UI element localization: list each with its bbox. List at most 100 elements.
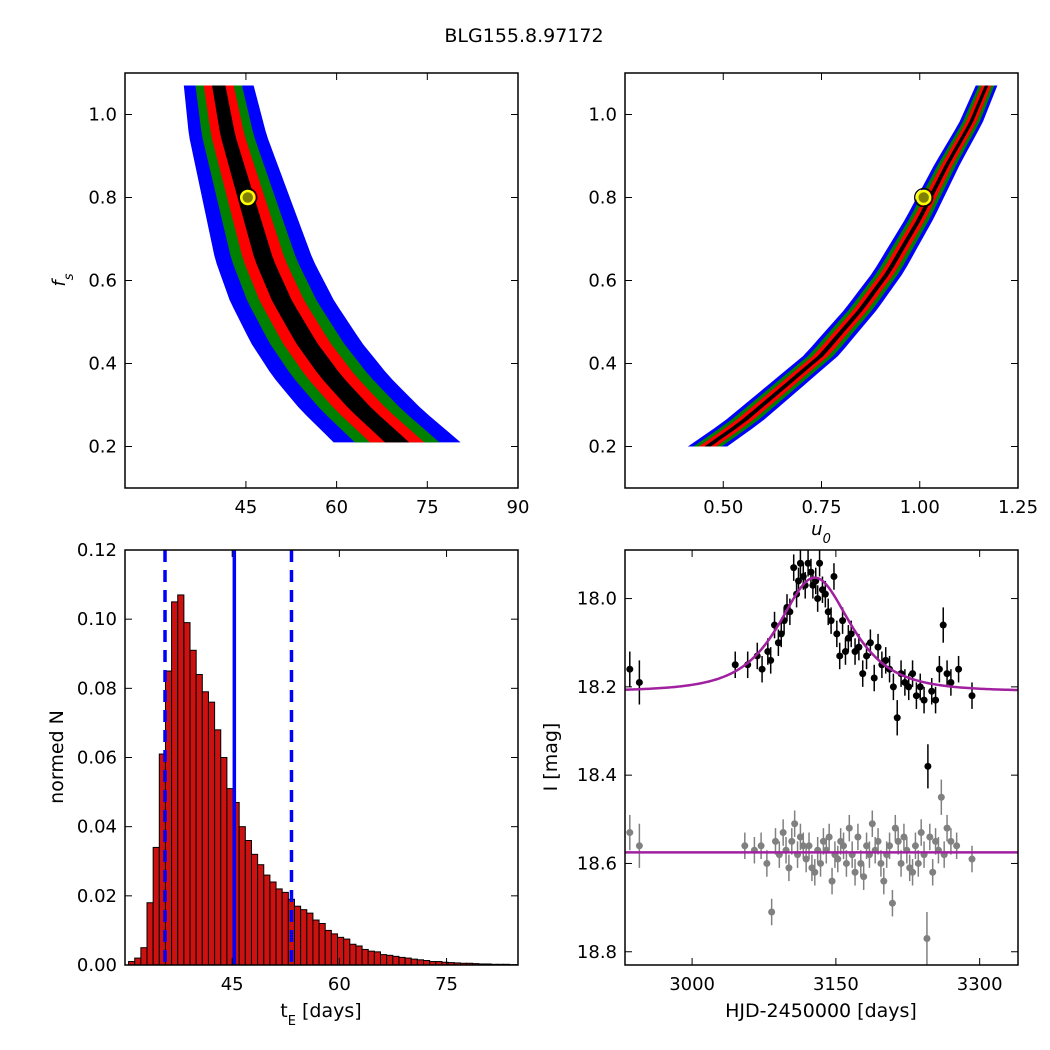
comparison-point [779,829,787,837]
histogram-bar [398,956,406,965]
comparison-point [914,859,922,867]
comparison-point [911,842,919,850]
comparison-point [926,833,934,841]
label-subscript: 0 [823,532,831,547]
comparison-point [857,859,865,867]
comparison-point [968,855,976,863]
histogram-bar [300,909,308,965]
comparison-point [863,842,871,850]
event-point [774,639,782,647]
event-point [827,617,835,625]
histogram-bar [380,954,388,965]
event-point [635,678,643,686]
histogram-bar [226,788,234,965]
comparison-point [805,842,813,850]
histogram-bar [330,933,339,965]
y-tick-label: 18.4 [577,765,617,786]
y-tick-label: 0.00 [77,955,117,976]
axes-frame [624,549,1019,966]
y-tick-label: 0.6 [588,271,617,292]
event-point [947,678,955,686]
histogram-bar [171,601,179,965]
comparison-point [923,935,931,943]
y-axis-label: I [mag] [540,723,562,792]
y-tick-label: 0.2 [588,437,617,458]
histogram-bar [140,947,148,965]
comparison-point [845,824,853,832]
comparison-point [953,842,961,850]
x-tick-label: 45 [234,497,257,518]
comparison-point [788,837,796,845]
event-point [794,577,802,585]
event-point [731,661,739,669]
x-tick-label: 3150 [813,974,859,995]
figure-title: BLG155.8.97172 [444,25,603,47]
histogram-bar [343,938,351,965]
histogram-bar [220,757,228,965]
event-point [777,630,785,638]
event-point [839,617,847,625]
histogram-bar [355,945,363,965]
histogram-bar [392,955,400,965]
histogram-bar [404,957,412,965]
comparison-point [917,829,925,837]
y-tick-label: 0.2 [88,437,117,458]
comparison-point [802,855,810,863]
best-fit-marker [239,189,256,206]
event-point [968,692,976,700]
event-point [804,559,812,567]
histogram-bar [410,958,418,965]
comparison-point [817,859,825,867]
histogram-bar [214,729,222,965]
x-tick-label: 90 [507,497,530,518]
comparison-point [947,837,955,845]
event-point [863,652,871,660]
label-unit: [days] [296,1000,362,1022]
histogram-bar [367,950,375,965]
y-tick-label: 1.0 [588,105,617,126]
histogram-bar [318,923,326,965]
y-tick-label: 0.06 [77,748,117,769]
comparison-point [900,833,908,841]
label-subscript: E [288,1014,296,1029]
panel-tE-histogram: 45 60 75 0.00 0.02 0.04 0.06 0.08 0.10 0.12 norme… [46,540,519,1029]
event-point [943,670,951,678]
comparison-point [874,837,882,845]
event-point [866,639,874,647]
x-tick-label: 1.25 [998,497,1038,518]
y-label-base: f [49,278,70,287]
x-tick-label: 60 [328,974,351,995]
event-point [912,692,920,700]
event-point [905,683,913,691]
histogram-bar [349,943,357,965]
histogram-bar [281,891,289,965]
comparison-point [886,842,894,850]
histogram-bar [416,959,425,965]
event-point [924,762,932,770]
y-tick-label: 0.4 [88,354,117,375]
panel-fs-vs-u0: 0.50 0.75 1.00 1.25 0.2 0.4 0.6 0.8 1.0 u0 [588,72,1038,547]
comparison-point [819,837,827,845]
x-tick-label: 75 [435,974,458,995]
event-point [882,656,890,664]
histogram-bar [250,853,259,965]
histogram-bar [201,691,209,965]
y-tick-label: 0.8 [88,188,117,209]
histogram-bar [257,864,265,965]
histogram-bar [337,936,345,965]
comparison-point [757,842,765,850]
comparison-point [894,837,902,845]
comparison-point [825,833,833,841]
best-fit-marker-edge [238,187,258,208]
comparison-point [854,833,862,841]
event-point [874,643,882,651]
comparison-point [877,859,885,867]
histogram-bar [183,622,191,965]
comparison-point [834,855,842,863]
comparison-point [932,837,940,845]
event-point [889,683,897,691]
histogram-bar [361,948,369,965]
event-point [909,670,917,678]
comparison-point [860,873,868,881]
comparison-point [880,877,888,885]
